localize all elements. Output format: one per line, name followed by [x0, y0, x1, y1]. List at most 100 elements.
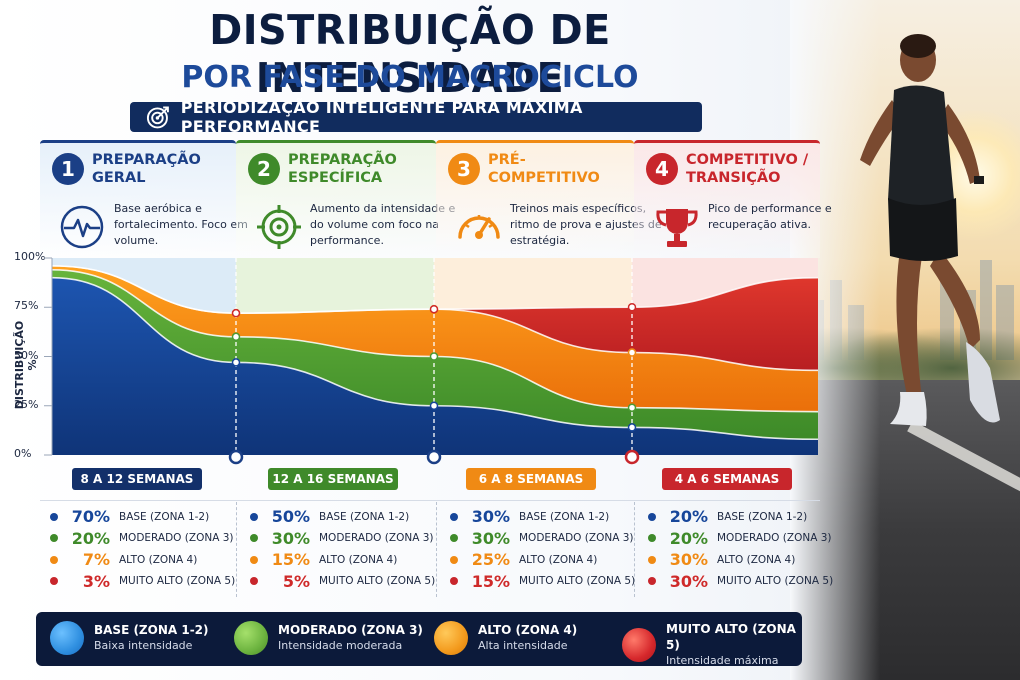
stats-divider	[436, 502, 438, 597]
legend-swatch	[434, 621, 468, 655]
stat-row: 3% MUITO ALTO (ZONA 5)	[50, 571, 240, 593]
data-point	[627, 303, 637, 312]
y-tick-label: 50%	[14, 348, 39, 362]
target-icon	[257, 205, 301, 249]
stat-percent: 70%	[71, 507, 110, 527]
phase-number: 2	[248, 153, 280, 185]
zone-dot	[50, 577, 58, 586]
legend-sub: Intensidade moderada	[278, 639, 403, 652]
zone-dot	[450, 577, 458, 586]
heartbeat-icon	[60, 205, 104, 249]
stats-column-3: 30% BASE (ZONA 1-2) 30% MODERADO (ZONA 3) 25…	[450, 506, 640, 592]
stat-percent: 30%	[271, 528, 310, 548]
stat-row: 25% ALTO (ZONA 4)	[450, 549, 640, 571]
stat-row: 50% BASE (ZONA 1-2)	[250, 506, 440, 528]
zone-dot	[250, 555, 258, 564]
stat-zone-label: MUITO ALTO (ZONA 5)	[119, 575, 236, 588]
legend-item-muito-alto: MUITO ALTO (ZONA 5) Intensidade máxima	[622, 621, 802, 669]
zone-dot	[648, 512, 656, 521]
legend-name: MUITO ALTO (ZONA 5)	[666, 622, 796, 652]
stat-zone-label: BASE (ZONA 1-2)	[717, 510, 808, 523]
y-tick-label: 100%	[14, 250, 46, 263]
duration-badge-1: 8 A 12 SEMANAS	[72, 468, 202, 490]
tagline-banner: PERIODIZAÇÃO INTELIGENTE PARA MÁXIMA PER…	[130, 98, 702, 136]
page-subtitle: POR FASE DO MACROCICLO	[181, 60, 639, 95]
legend-name: BASE (ZONA 1-2)	[94, 623, 209, 637]
phase-card-3: 3 PRÉ-COMPETITIVO Treinos mais específic…	[436, 140, 662, 258]
stat-percent: 30%	[471, 507, 510, 527]
stat-percent: 50%	[271, 507, 310, 527]
zone-dot	[250, 534, 258, 543]
stat-row: 30% ALTO (ZONA 4)	[648, 549, 838, 571]
phase-description: Aumento da intensidade e do volume com f…	[310, 202, 456, 247]
legend-item-alto: ALTO (ZONA 4) Alta intensidade	[434, 621, 577, 655]
stat-zone-label: BASE (ZONA 1-2)	[319, 510, 410, 523]
duration-badge-4: 4 A 6 SEMANAS	[662, 468, 792, 490]
phase-marker	[426, 449, 442, 465]
stat-zone-label: ALTO (ZONA 4)	[319, 553, 398, 566]
stat-zone-label: BASE (ZONA 1-2)	[519, 510, 610, 523]
trophy-icon	[656, 209, 698, 247]
stats-divider	[236, 502, 238, 597]
area-band-alto-zona-4-	[52, 265, 818, 412]
zone-dot	[50, 555, 58, 564]
stat-percent: 30%	[669, 571, 708, 591]
speedometer-icon	[458, 215, 500, 239]
legend-sub: Intensidade máxima	[666, 654, 779, 667]
data-point	[429, 304, 439, 314]
stat-zone-label: BASE (ZONA 1-2)	[119, 510, 210, 523]
legend-name: MODERADO (ZONA 3)	[278, 623, 423, 637]
stat-row: 20% BASE (ZONA 1-2)	[648, 506, 838, 528]
stat-percent: 7%	[82, 550, 110, 570]
zone-dot	[450, 512, 458, 521]
zone-dot	[250, 577, 258, 586]
page-title: DISTRIBUIÇÃO DE INTENSIDADE	[209, 6, 611, 102]
stat-percent: 30%	[669, 550, 708, 570]
legend-item-base: BASE (ZONA 1-2) Baixa intensidade	[50, 621, 209, 655]
zone-dot	[450, 555, 458, 564]
stat-row: 70% BASE (ZONA 1-2)	[50, 506, 240, 528]
legend-sub: Baixa intensidade	[94, 639, 193, 652]
phase-card-2: 2 PREPARAÇÃO ESPECÍFICA Aumento da inten…	[236, 140, 455, 258]
data-point	[231, 308, 241, 318]
phase-marker	[228, 449, 244, 465]
stat-percent: 25%	[471, 550, 510, 570]
stat-zone-label: MODERADO (ZONA 3)	[319, 532, 434, 545]
phase-title: PREPARAÇÃO ESPECÍFICA	[288, 152, 397, 186]
duration-badge-2: 12 A 16 SEMANAS	[268, 468, 398, 490]
phase-description: Base aeróbica e fortalecimento. Foco em …	[114, 202, 248, 247]
stat-zone-label: ALTO (ZONA 4)	[717, 553, 796, 566]
stats-divider	[634, 502, 636, 597]
zone-dot	[450, 534, 458, 543]
legend-swatch	[234, 621, 268, 655]
data-point	[231, 358, 241, 367]
phase-description: Treinos mais específicos, ritmo de prova…	[510, 202, 662, 247]
y-tick-label: 75%	[14, 299, 39, 313]
stat-percent: 30%	[471, 528, 510, 548]
stat-row: 30% MODERADO (ZONA 3)	[250, 528, 440, 550]
stat-row: 20% MODERADO (ZONA 3)	[50, 528, 240, 550]
data-point	[627, 403, 637, 412]
stat-zone-label: ALTO (ZONA 4)	[519, 553, 598, 566]
stat-row: 30% MODERADO (ZONA 3)	[450, 528, 640, 550]
phase-description: Pico de performance e recuperação ativa.	[708, 202, 832, 231]
zone-dot	[648, 534, 656, 543]
stat-row: 20% MODERADO (ZONA 3)	[648, 528, 838, 550]
stats-column-2: 50% BASE (ZONA 1-2) 30% MODERADO (ZONA 3) 15…	[250, 506, 440, 592]
phase-title: PREPARAÇÃO GERAL	[92, 152, 201, 186]
data-point	[231, 332, 241, 342]
phase-number: 1	[52, 153, 84, 185]
stat-row: 5% MUITO ALTO (ZONA 5)	[250, 571, 440, 593]
stat-percent: 15%	[271, 550, 310, 570]
phase-number: 3	[448, 153, 480, 185]
stat-percent: 20%	[669, 507, 708, 527]
target-arrow-icon	[146, 106, 169, 129]
legend-sub: Alta intensidade	[478, 639, 568, 652]
stats-column-4: 20% BASE (ZONA 1-2) 20% MODERADO (ZONA 3) 30…	[648, 506, 838, 592]
y-tick-label: 0%	[14, 447, 32, 460]
data-point	[429, 352, 439, 361]
stat-zone-label: MODERADO (ZONA 3)	[119, 532, 234, 545]
stat-zone-label: MUITO ALTO (ZONA 5)	[519, 575, 636, 588]
runner-figure	[860, 34, 1000, 426]
tagline-text: PERIODIZAÇÃO INTELIGENTE PARA MÁXIMA PER…	[180, 98, 583, 136]
